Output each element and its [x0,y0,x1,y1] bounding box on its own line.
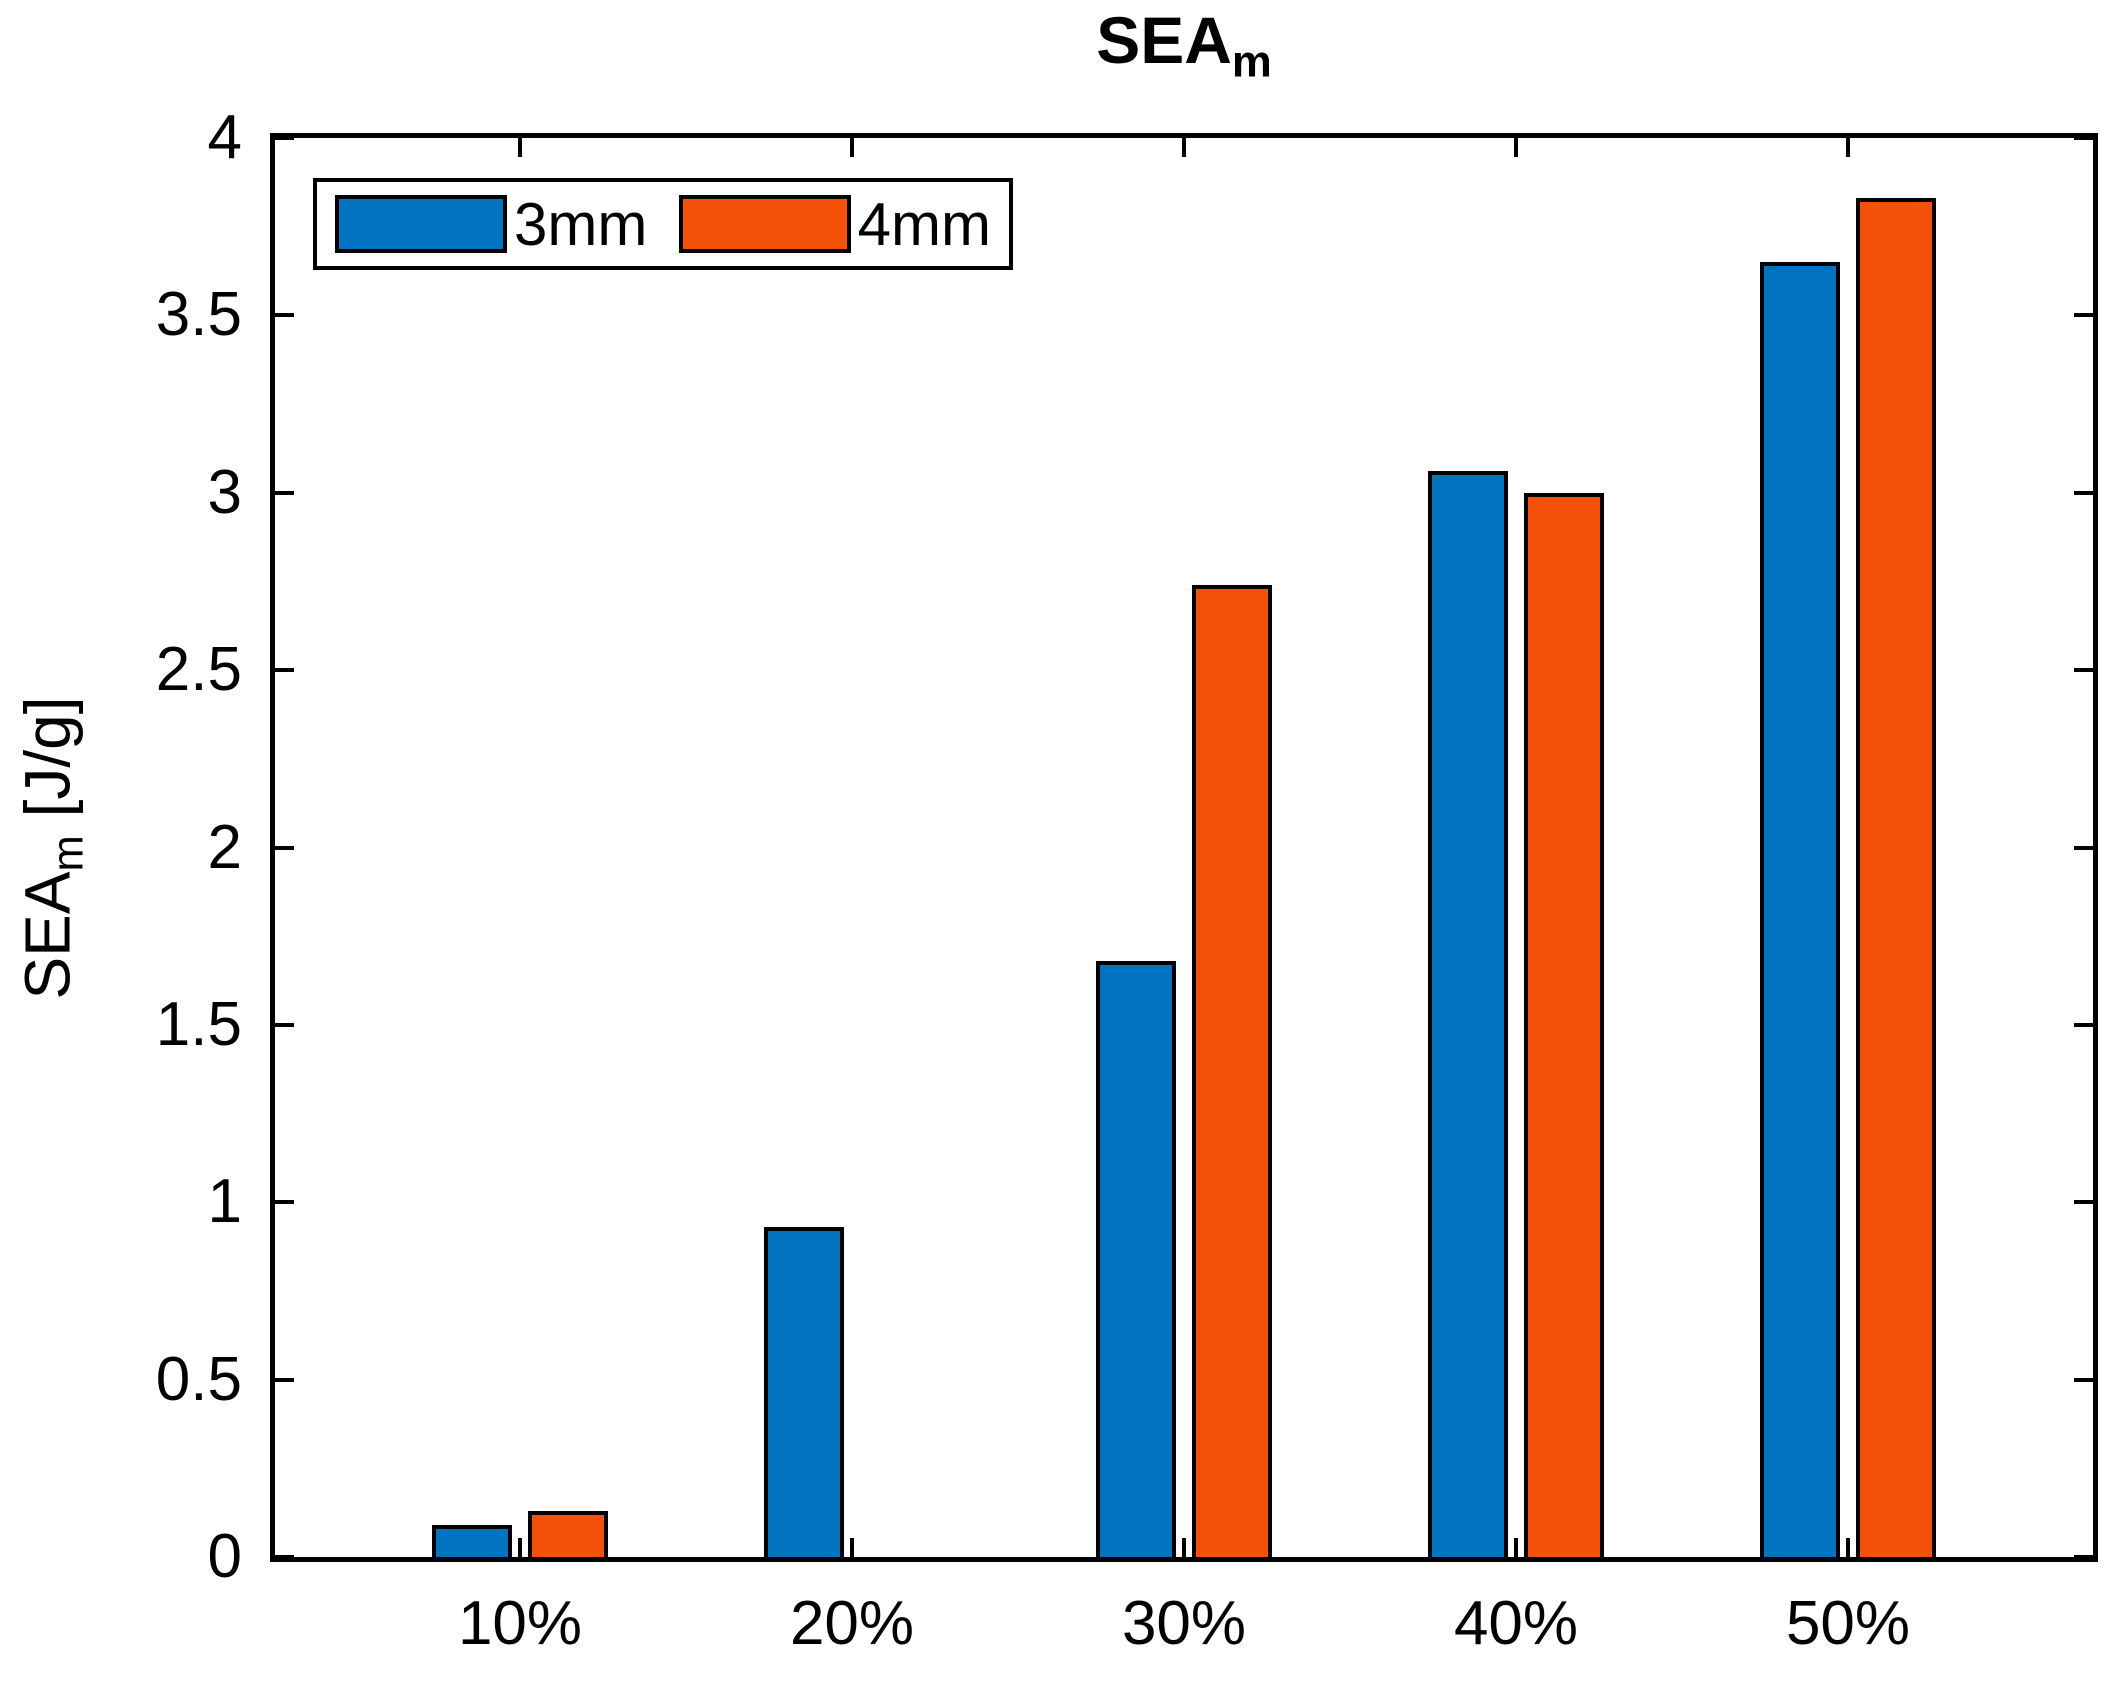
y-tick-label: 3.5 [155,280,242,349]
y-tick-mark-right [2074,1555,2093,1559]
bar-4mm-40% [1524,493,1604,1557]
y-tick-label: 3 [207,458,242,527]
y-tick-mark-right [2074,1200,2093,1204]
y-tick-mark-left [275,313,294,317]
chart-title-main: SEA [1096,3,1232,77]
y-tick-mark-left [275,1555,294,1559]
y-tick-mark-left [275,668,294,672]
x-tick-mark-top [518,138,522,157]
chart-title-subscript: m [1231,35,1272,87]
y-tick-mark-right [2074,313,2093,317]
bar-4mm-50% [1856,198,1936,1557]
y-tick-label: 4 [207,103,242,172]
y-tick-label: 1 [207,1167,242,1236]
legend-label-4mm: 4mm [857,190,991,258]
x-tick-label: 20% [789,1589,915,1658]
y-tick-label: 2.5 [155,635,242,704]
legend-item-3mm: 3mm [335,190,647,259]
legend: 3mm 4mm [313,178,1013,270]
y-tick-mark-left [275,846,294,850]
legend-label-3mm: 3mm [514,190,648,258]
legend-item-4mm: 4mm [678,190,991,259]
y-tick-mark-right [2074,136,2093,140]
bar-3mm-10% [432,1525,512,1557]
y-tick-mark-right [2074,1378,2093,1382]
x-tick-label: 50% [1785,1589,1911,1658]
plot-area: 3mm 4mm [270,133,2098,1562]
y-tick-mark-left [275,1200,294,1204]
bar-3mm-30% [1096,961,1176,1557]
x-tick-mark-bottom [850,1538,854,1557]
bar-4mm-10% [528,1511,608,1557]
y-tick-mark-right [2074,1023,2093,1027]
y-tick-mark-left [275,1378,294,1382]
x-tick-label: 40% [1453,1589,1579,1658]
bar-3mm-50% [1760,262,1840,1557]
legend-swatch-4mm [678,195,851,253]
bar-3mm-40% [1428,471,1508,1557]
y-axis-label-main: SEA [11,871,84,1000]
x-tick-label: 30% [1121,1589,1247,1658]
chart-title: SEAm [270,2,2098,87]
bar-3mm-20% [764,1227,844,1557]
y-tick-mark-left [275,136,294,140]
x-tick-mark-bottom [1846,1538,1850,1557]
y-tick-label: 0.5 [155,1345,242,1414]
y-tick-label: 1.5 [155,990,242,1059]
y-tick-label: 0 [207,1522,242,1591]
y-tick-mark-right [2074,846,2093,850]
x-tick-mark-top [1182,138,1186,157]
y-tick-mark-left [275,491,294,495]
x-tick-label: 10% [457,1589,583,1658]
bar-4mm-30% [1192,585,1272,1557]
x-tick-mark-top [1846,138,1850,157]
x-tick-mark-bottom [518,1538,522,1557]
y-tick-mark-right [2074,668,2093,672]
x-tick-mark-top [1514,138,1518,157]
y-tick-label: 2 [207,813,242,882]
y-tick-mark-right [2074,491,2093,495]
x-tick-mark-top [850,138,854,157]
legend-swatch-3mm [335,195,507,253]
x-tick-mark-bottom [1182,1538,1186,1557]
y-tick-mark-left [275,1023,294,1027]
x-tick-mark-bottom [1514,1538,1518,1557]
